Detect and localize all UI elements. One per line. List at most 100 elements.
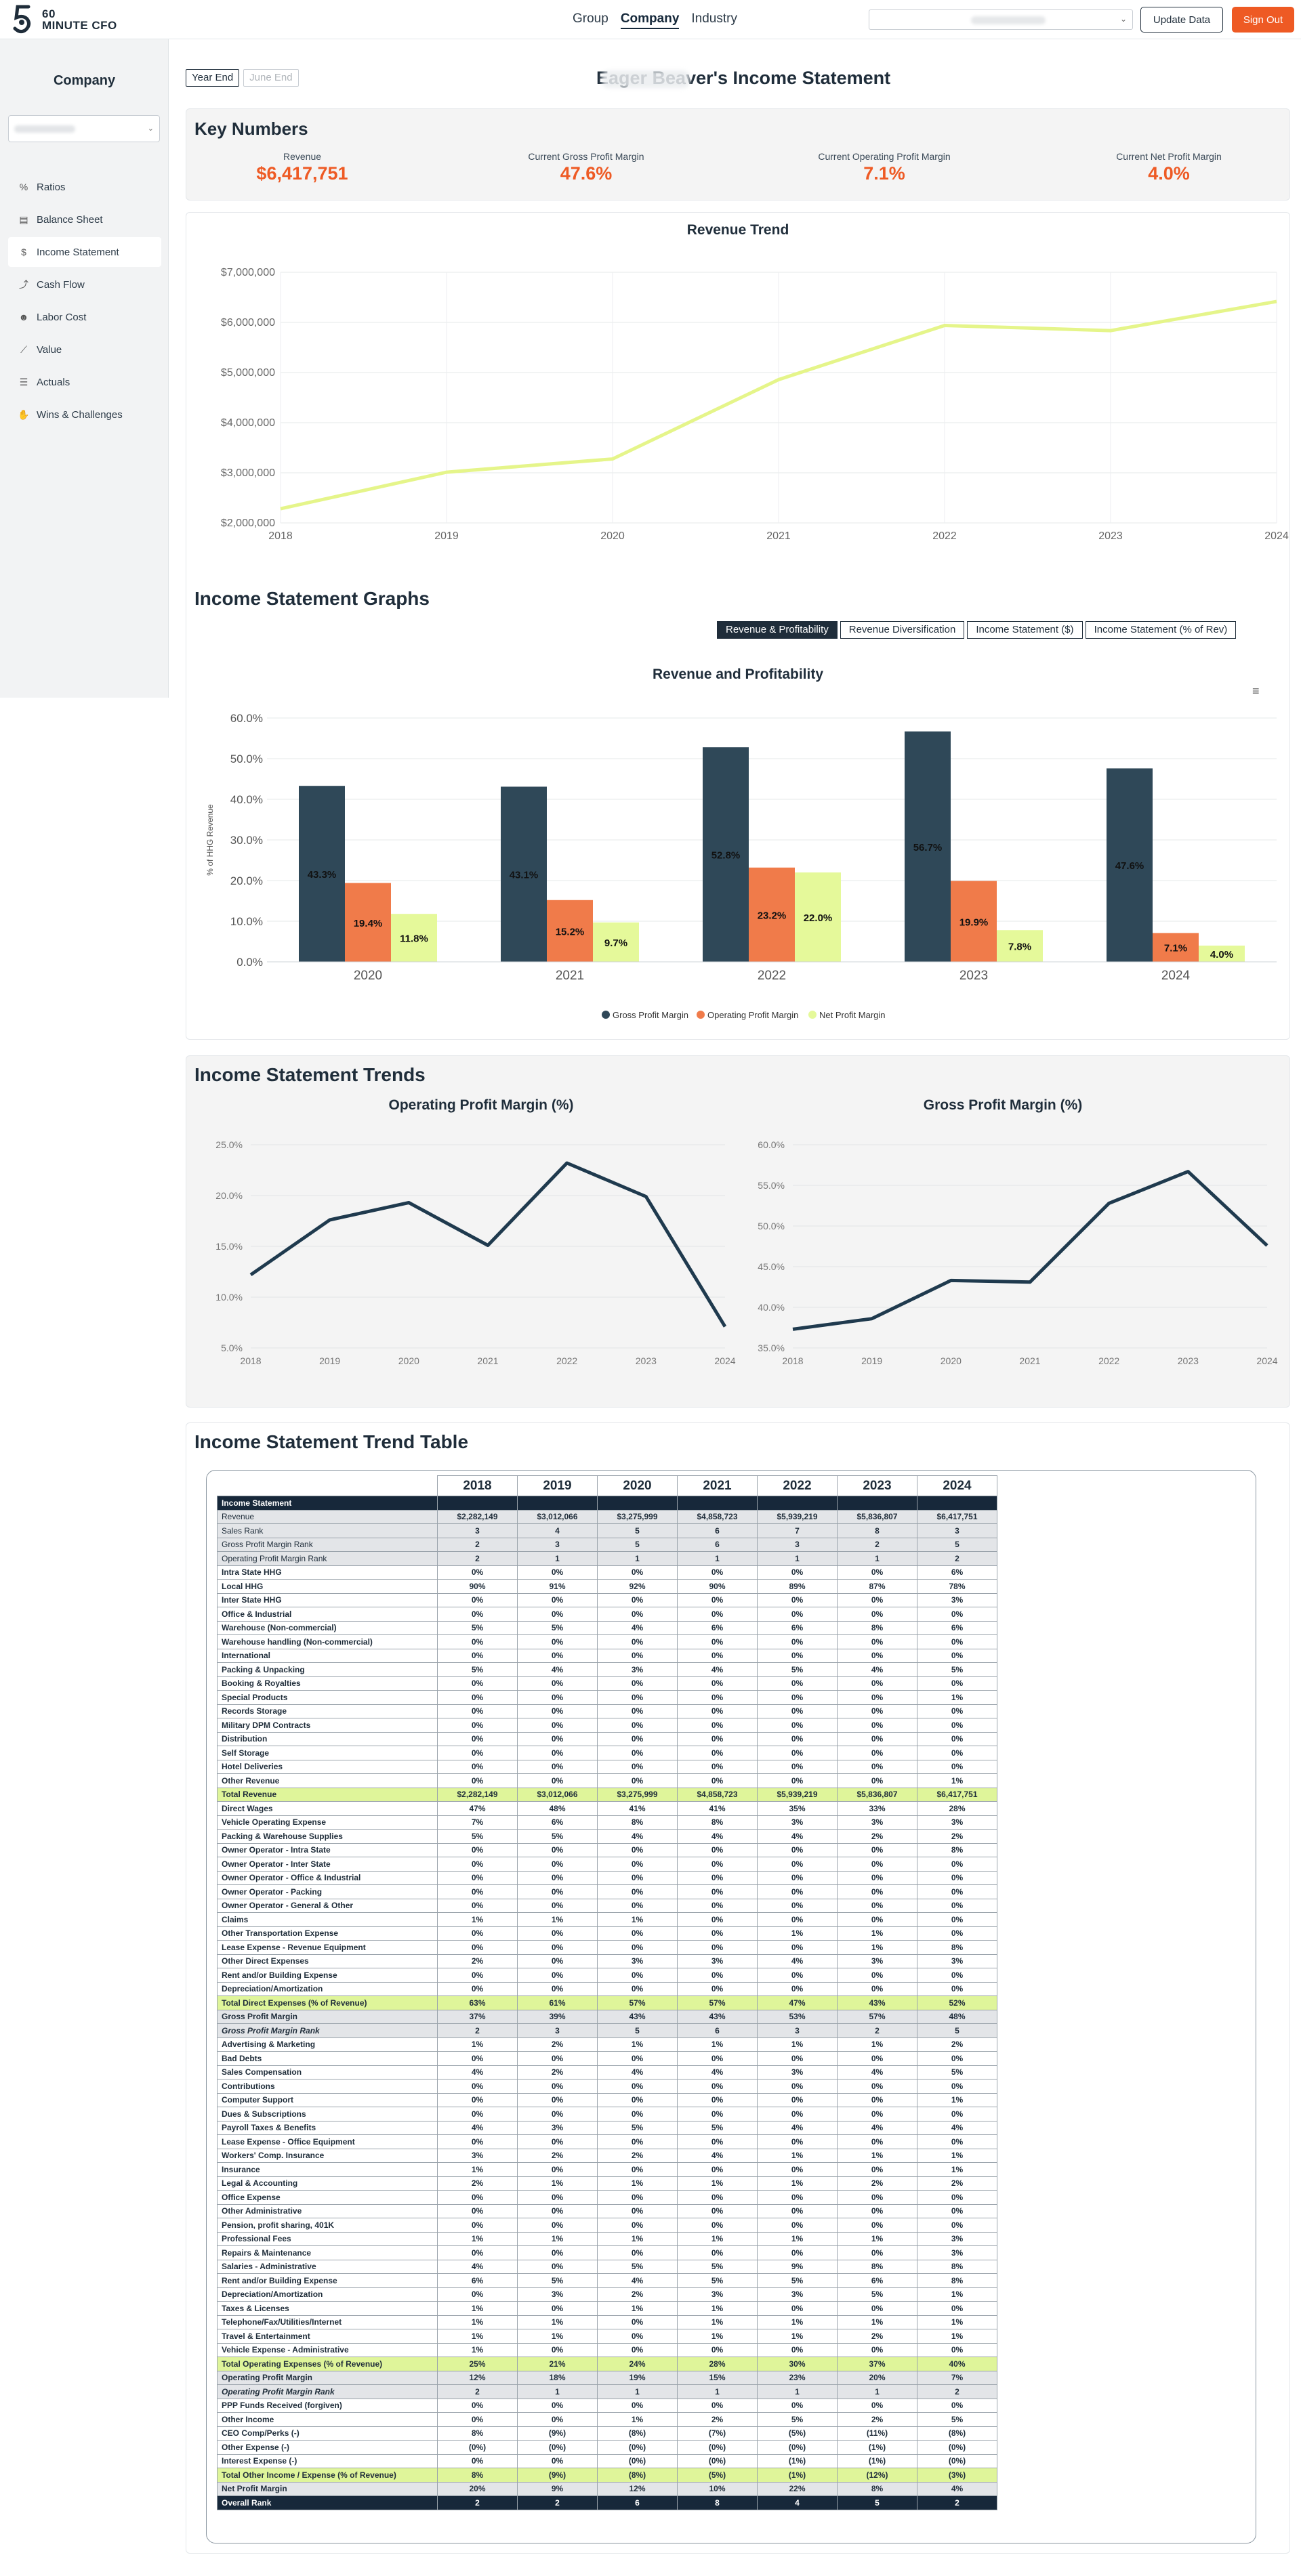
sidebar-item-income-statement[interactable]: $ Income Statement xyxy=(8,237,161,267)
sidebar-item-cash-flow[interactable]: ⤴ Cash Flow xyxy=(8,270,161,299)
legend-label[interactable]: Net Profit Margin xyxy=(819,1010,886,1020)
table-cell: 0% xyxy=(597,1634,678,1649)
table-cell: 0% xyxy=(517,1926,598,1941)
tab-income-statement-dollars[interactable]: Income Statement ($) xyxy=(967,621,1083,639)
update-data-button[interactable]: Update Data xyxy=(1140,7,1223,33)
table-cell: 0% xyxy=(917,1968,997,1983)
table-cell: 0% xyxy=(677,1731,758,1746)
table-cell: 0% xyxy=(517,2259,598,2274)
table-cell: 0% xyxy=(837,1898,917,1913)
table-cell: 3 xyxy=(757,1537,838,1552)
table-cell: 0% xyxy=(597,1718,678,1733)
sidebar-item-actuals[interactable]: ☰ Actuals xyxy=(8,367,161,397)
sidebar-company-select-value xyxy=(14,125,75,133)
bar-data-label: 52.8% xyxy=(711,850,741,862)
table-row: Operating Profit Margin Rank 2 1 1 1 1 1 2 xyxy=(217,1551,997,1566)
table-cell: 0% xyxy=(517,1731,598,1746)
list-icon: ☰ xyxy=(19,376,28,387)
sidebar-item-ratios[interactable]: % Ratios xyxy=(8,172,161,202)
y-tick-label: $5,000,000 xyxy=(221,367,275,379)
x-tick-label: 2023 xyxy=(959,969,988,983)
table-row-label: Total Direct Expenses (% of Revenue) xyxy=(217,1996,438,2010)
table-cell: 6 xyxy=(677,1523,758,1538)
table-cell: 3% xyxy=(677,1954,758,1968)
table-cell: 1% xyxy=(757,2176,838,2191)
table-row: Other Administrative 0% 0% 0% 0% 0% 0% 0% xyxy=(217,2203,997,2218)
legend-label[interactable]: Gross Profit Margin xyxy=(613,1010,688,1020)
y-tick-label: $6,000,000 xyxy=(221,317,275,329)
x-tick-label: 2019 xyxy=(861,1355,882,1366)
table-header-year: 2022 xyxy=(757,1475,838,1496)
sidebar-company-select[interactable]: ⌄ xyxy=(8,115,160,142)
nav-group[interactable]: Group xyxy=(573,12,608,26)
table-cell: 0% xyxy=(757,1592,838,1607)
table-cell: 8% xyxy=(837,2481,917,2496)
table-cell: 1% xyxy=(597,2231,678,2246)
table-cell: 0% xyxy=(437,1648,518,1663)
table-row: Other Direct Expenses 2% 0% 3% 3% 4% 3% 3% xyxy=(217,1954,997,1968)
sidebar-item-label: Actuals xyxy=(37,376,70,388)
table-cell: 35% xyxy=(757,1801,838,1816)
table-cell: 0% xyxy=(517,2134,598,2149)
table-cell: 1% xyxy=(677,2037,758,2052)
table-cell: (8%) xyxy=(597,2468,678,2483)
tab-income-statement-percent[interactable]: Income Statement (% of Rev) xyxy=(1085,621,1237,639)
table-cell: 1% xyxy=(757,1926,838,1941)
table-cell: 90% xyxy=(437,1579,518,1594)
company-select[interactable]: ⌄ xyxy=(869,9,1133,30)
chart-menu-icon[interactable]: ≡ xyxy=(1252,684,1260,698)
sidebar-item-wins-challenges[interactable]: ✋ Wins & Challenges xyxy=(8,400,161,429)
table-cell: 3% xyxy=(917,1592,997,1607)
table-row: Other Transportation Expense 0% 0% 0% 0% 1% 1%… xyxy=(217,1926,997,1941)
table-cell: 0% xyxy=(517,1870,598,1885)
logo[interactable]: 60 MINUTE CFO xyxy=(8,3,144,37)
table-cell: 0% xyxy=(517,2107,598,2121)
sidebar-item-value[interactable]: ⟋ Value xyxy=(8,335,161,364)
table-row-label: Special Products xyxy=(217,1690,438,1705)
table-cell: 0% xyxy=(677,1704,758,1718)
legend-label[interactable]: Operating Profit Margin xyxy=(707,1010,798,1020)
sidebar-item-label: Ratios xyxy=(37,181,66,193)
tab-june-end[interactable]: June End xyxy=(243,69,299,87)
table-cell: $6,417,751 xyxy=(917,1509,997,1524)
table-cell: (0%) xyxy=(917,2453,997,2468)
table-cell: 0% xyxy=(677,1968,758,1983)
tab-revenue-profitability[interactable]: Revenue & Profitability xyxy=(717,621,838,639)
table-cell: 0% xyxy=(517,2203,598,2218)
sidebar-title: Company xyxy=(53,73,116,88)
table-cell: 4% xyxy=(677,1829,758,1844)
table-cell: 1% xyxy=(677,2301,758,2316)
sidebar-menu: % Ratios ▤ Balance Sheet $ Income Statement… xyxy=(8,172,161,432)
x-tick-label: 2023 xyxy=(1178,1355,1199,1366)
tab-revenue-diversification[interactable]: Revenue Diversification xyxy=(840,621,965,639)
table-cell: 2% xyxy=(437,2176,518,2191)
table-row-label: Owner Operator - Office & Industrial xyxy=(217,1870,438,1885)
table-row: Insurance 1% 0% 0% 0% 0% 0% 1% xyxy=(217,2162,997,2177)
tab-year-end[interactable]: Year End xyxy=(186,69,240,87)
table-cell: 78% xyxy=(917,1579,997,1594)
nav-industry[interactable]: Industry xyxy=(691,12,737,26)
table-row-label: Operating Profit Margin Rank xyxy=(217,2384,438,2399)
table-cell: 9% xyxy=(757,2259,838,2274)
sidebar-item-labor-cost[interactable]: ☻ Labor Cost xyxy=(8,302,161,332)
y-tick-label: $2,000,000 xyxy=(221,518,275,529)
table-cell: 0% xyxy=(837,1746,917,1760)
table-cell: 0% xyxy=(677,1690,758,1705)
table-cell: 37% xyxy=(437,2009,518,2024)
table-row-label: Owner Operator - General & Other xyxy=(217,1898,438,1913)
table-cell: 1% xyxy=(597,2301,678,2316)
x-tick-label: 2019 xyxy=(319,1355,340,1366)
table-cell: 0% xyxy=(677,2134,758,2149)
table-cell: 0% xyxy=(917,1704,997,1718)
sign-out-button[interactable]: Sign Out xyxy=(1232,7,1294,33)
table-header-year: 2024 xyxy=(917,1475,997,1496)
x-tick-label: 2018 xyxy=(240,1355,261,1366)
bar xyxy=(391,914,437,962)
x-tick-label: 2020 xyxy=(398,1355,419,1366)
table-cell: 0% xyxy=(757,2051,838,2066)
table-row-label: Bad Debts xyxy=(217,2051,438,2066)
sidebar-item-balance-sheet[interactable]: ▤ Balance Sheet xyxy=(8,205,161,234)
nav-company[interactable]: Company xyxy=(620,12,680,29)
table-cell: 0% xyxy=(917,1648,997,1663)
table-cell: 0% xyxy=(437,1926,518,1941)
